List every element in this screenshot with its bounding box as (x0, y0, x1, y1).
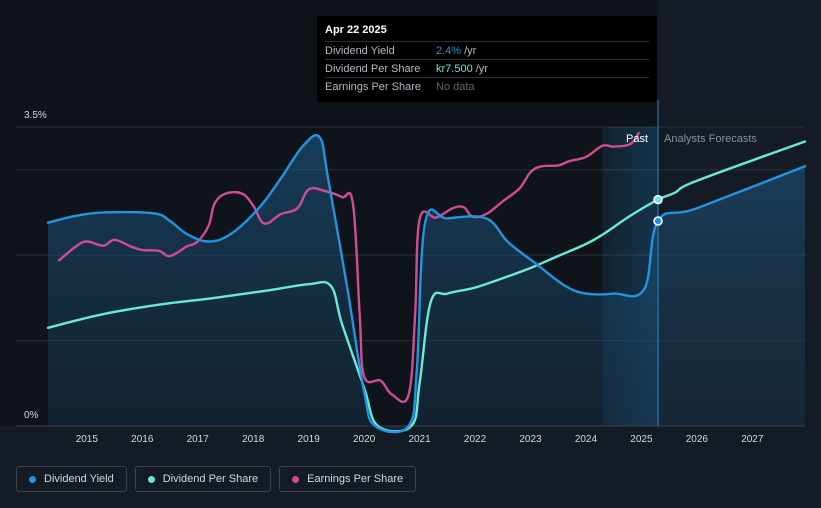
x-tick-label: 2023 (519, 434, 542, 445)
tooltip-value: 2.4% (436, 44, 462, 57)
y-tick-label: 0% (24, 410, 39, 421)
tooltip-row-dps: Dividend Per Share kr7.500 /yr (325, 59, 649, 77)
tooltip-row-eps: Earnings Per Share No data (325, 77, 649, 95)
tooltip-row-yield: Dividend Yield 2.4% /yr (325, 41, 649, 59)
tooltip-label: Dividend Yield (325, 44, 395, 57)
x-tick-label: 2016 (131, 434, 154, 445)
x-tick-label: 2022 (464, 434, 487, 445)
legend-dot-icon (29, 475, 36, 483)
legend-item-dividend-per-share[interactable]: Dividend Per Share (134, 466, 272, 492)
legend-label: Dividend Yield (44, 473, 114, 485)
marker-dividend-per-share (653, 194, 663, 205)
x-tick-label: 2027 (741, 434, 764, 445)
tooltip: Apr 22 2025 Dividend Yield 2.4% /yr Divi… (317, 16, 657, 102)
x-tick-label: 2026 (686, 434, 709, 445)
x-tick-label: 2015 (76, 434, 99, 445)
legend: Dividend Yield Dividend Per Share Earnin… (16, 466, 417, 492)
series-line-earnings-per-share (57, 131, 640, 404)
x-tick-label: 2024 (575, 434, 598, 445)
x-axis-ticks: 2015 2016 2017 2018 2019 2020 2021 2022 2023 2024… (76, 434, 764, 445)
legend-dot-icon (147, 475, 155, 483)
legend-dot-icon (292, 475, 300, 483)
x-tick-label: 2019 (298, 434, 321, 445)
legend-item-earnings-per-share[interactable]: Earnings Per Share (279, 466, 417, 492)
x-tick-label: 2021 (408, 434, 431, 445)
y-axis-ticks: 0% 3.5% (24, 110, 47, 421)
tooltip-label: Earnings Per Share (325, 80, 421, 93)
x-tick-label: 2025 (630, 434, 653, 445)
legend-item-dividend-yield[interactable]: Dividend Yield (16, 466, 127, 492)
tooltip-value: kr7.500 (436, 62, 473, 75)
legend-label: Earnings Per Share (307, 473, 404, 485)
dividend-yield-area (48, 135, 805, 433)
x-tick-label: 2017 (187, 434, 210, 445)
series-line-dividend-yield (46, 133, 807, 434)
y-tick-label: 3.5% (24, 110, 47, 121)
x-tick-label: 2020 (353, 434, 376, 445)
tooltip-date: Apr 22 2025 (325, 24, 387, 36)
x-tick-label: 2018 (242, 434, 265, 445)
series-line-dividend-per-share (46, 140, 807, 433)
tooltip-value: No data (436, 80, 475, 93)
forecast-label: Analysts Forecasts (664, 133, 757, 145)
legend-label: Dividend Per Share (162, 473, 259, 485)
tooltip-unit: /yr (475, 62, 488, 75)
tooltip-label: Dividend Per Share (325, 62, 421, 75)
past-label: Past (626, 133, 648, 145)
tooltip-unit: /yr (464, 44, 477, 57)
marker-dividend-yield (653, 216, 663, 226)
